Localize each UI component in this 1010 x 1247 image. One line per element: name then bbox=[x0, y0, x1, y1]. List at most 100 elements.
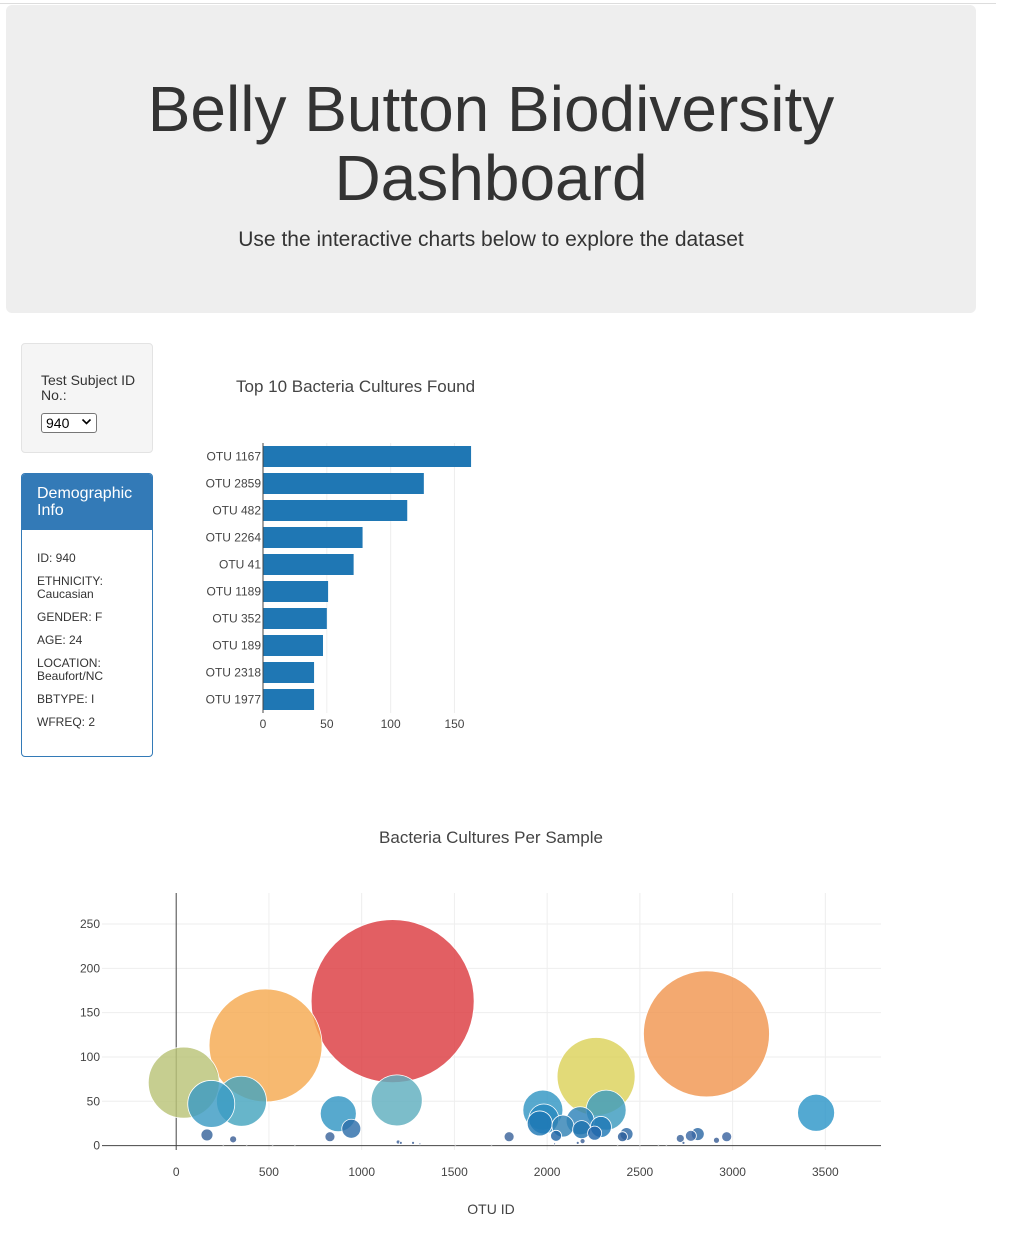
bubble bbox=[454, 1143, 457, 1146]
bar-x-tick-label: 50 bbox=[320, 717, 334, 731]
bar bbox=[263, 635, 323, 656]
bubble bbox=[550, 1129, 562, 1142]
bubble bbox=[324, 1131, 336, 1143]
bubble-y-tick-label: 200 bbox=[80, 961, 100, 975]
bar-x-tick-label: 0 bbox=[260, 717, 267, 731]
bar-y-tick-label: OTU 2859 bbox=[206, 477, 262, 491]
demographic-row-gender: GENDER: F bbox=[37, 610, 103, 624]
bubble bbox=[411, 1141, 415, 1145]
bubble bbox=[526, 1110, 553, 1137]
bubble-y-tick-label: 0 bbox=[93, 1139, 100, 1153]
bubble bbox=[503, 1131, 515, 1143]
bar-chart-title: Top 10 Bacteria Cultures Found bbox=[236, 377, 475, 396]
bubble bbox=[553, 1142, 556, 1146]
bar-y-tick-label: OTU 1167 bbox=[207, 450, 262, 464]
bubble-x-tick-label: 500 bbox=[259, 1165, 279, 1179]
top-border bbox=[0, 3, 996, 4]
bubble-y-tick-label: 100 bbox=[80, 1050, 100, 1064]
bubble bbox=[585, 1089, 627, 1131]
demographic-row-bbtype: BBTYPE: I bbox=[37, 692, 95, 706]
bubble-x-tick-label: 2000 bbox=[534, 1165, 561, 1179]
bubble bbox=[643, 970, 770, 1098]
bar bbox=[263, 554, 354, 575]
bubble-x-axis-label: OTU ID bbox=[467, 1201, 514, 1217]
bar-y-tick-label: OTU 41 bbox=[219, 558, 261, 572]
bar-y-tick-label: OTU 189 bbox=[212, 639, 261, 653]
bubble-x-tick-label: 1000 bbox=[348, 1165, 375, 1179]
bar-y-tick-label: OTU 352 bbox=[212, 612, 261, 626]
bubble bbox=[579, 1138, 586, 1145]
demographic-row-wfreq: WFREQ: 2 bbox=[37, 715, 96, 729]
bubble bbox=[216, 1075, 267, 1127]
bar-x-tick-label: 150 bbox=[444, 717, 464, 731]
bar bbox=[263, 608, 327, 629]
bubble bbox=[418, 1142, 422, 1146]
bubble bbox=[665, 1143, 668, 1146]
demographic-info-panel: Demographic Info ID: 940 ETHNICITY: Cauc… bbox=[21, 473, 153, 757]
bubble bbox=[572, 1120, 592, 1140]
demographic-row-id: ID: 940 bbox=[37, 551, 76, 565]
demographic-info-body: ID: 940 ETHNICITY: Caucasian GENDER: F A… bbox=[37, 552, 147, 739]
subject-selector-panel: Test Subject ID No.: 940 bbox=[21, 343, 153, 453]
bar bbox=[263, 500, 408, 521]
bubble bbox=[675, 1134, 685, 1143]
subject-id-selected-value: 940 bbox=[46, 415, 70, 431]
bar-y-tick-label: OTU 2264 bbox=[206, 531, 262, 545]
bar bbox=[263, 446, 472, 467]
bubble bbox=[528, 1103, 560, 1135]
bubble bbox=[395, 1139, 401, 1145]
chevron-down-icon bbox=[81, 418, 92, 425]
header-banner: Belly Button Biodiversity Dashboard Use … bbox=[6, 5, 976, 313]
bubble-y-tick-label: 150 bbox=[80, 1006, 100, 1020]
bubble bbox=[208, 988, 323, 1103]
subject-selector-label: Test Subject ID No.: bbox=[41, 372, 136, 403]
bubble bbox=[293, 1143, 296, 1146]
bar-y-tick-label: OTU 2318 bbox=[206, 666, 262, 680]
bar bbox=[263, 527, 363, 548]
bubble bbox=[245, 1143, 248, 1146]
bubble bbox=[565, 1106, 595, 1136]
bubble bbox=[556, 1037, 636, 1116]
page-title: Belly Button Biodiversity Dashboard bbox=[147, 73, 835, 214]
bubble bbox=[310, 919, 475, 1084]
bubble bbox=[797, 1093, 835, 1132]
bubble bbox=[721, 1131, 733, 1143]
bubble bbox=[617, 1131, 628, 1143]
bar bbox=[263, 473, 424, 494]
bubble bbox=[690, 1127, 705, 1141]
demographic-row-age: AGE: 24 bbox=[37, 633, 83, 647]
demographic-info-title: Demographic Info bbox=[22, 474, 152, 530]
bubble bbox=[341, 1118, 362, 1139]
bubble bbox=[684, 1129, 697, 1142]
page-subtitle: Use the interactive charts below to expl… bbox=[238, 228, 744, 251]
bubble bbox=[398, 1141, 403, 1145]
bar-y-tick-label: OTU 1977 bbox=[206, 693, 262, 707]
bubble bbox=[147, 1046, 220, 1119]
bubble bbox=[200, 1128, 214, 1142]
bubble bbox=[222, 1143, 225, 1146]
bubble bbox=[681, 1141, 686, 1145]
bubble bbox=[229, 1135, 238, 1144]
bubble-y-tick-label: 250 bbox=[80, 917, 100, 931]
bubble-x-tick-label: 2500 bbox=[627, 1165, 654, 1179]
demographic-row-location: LOCATION: Beaufort/NC bbox=[37, 656, 104, 683]
bubble bbox=[522, 1089, 564, 1131]
subject-id-dropdown[interactable]: 940 bbox=[41, 413, 97, 433]
bubble-x-tick-label: 3000 bbox=[719, 1165, 746, 1179]
bubble bbox=[590, 1116, 612, 1138]
demographic-row-ethnicity: ETHNICITY: Caucasian bbox=[37, 574, 104, 601]
bar-chart-group: Top 10 Bacteria Cultures Found 0 50 100 150 O… bbox=[206, 377, 475, 731]
bar bbox=[263, 662, 315, 683]
bubble-x-tick-label: 3500 bbox=[812, 1165, 839, 1179]
bubble bbox=[575, 1141, 580, 1145]
bubble-y-tick-label: 50 bbox=[87, 1094, 101, 1108]
bubble bbox=[713, 1136, 720, 1144]
bubble bbox=[657, 1143, 660, 1146]
bubble bbox=[271, 1143, 274, 1146]
bar-y-tick-label: OTU 1189 bbox=[207, 585, 262, 599]
bar bbox=[263, 581, 329, 602]
bubble bbox=[187, 1080, 236, 1128]
bubble-x-tick-label: 1500 bbox=[441, 1165, 468, 1179]
bubble bbox=[370, 1074, 423, 1127]
